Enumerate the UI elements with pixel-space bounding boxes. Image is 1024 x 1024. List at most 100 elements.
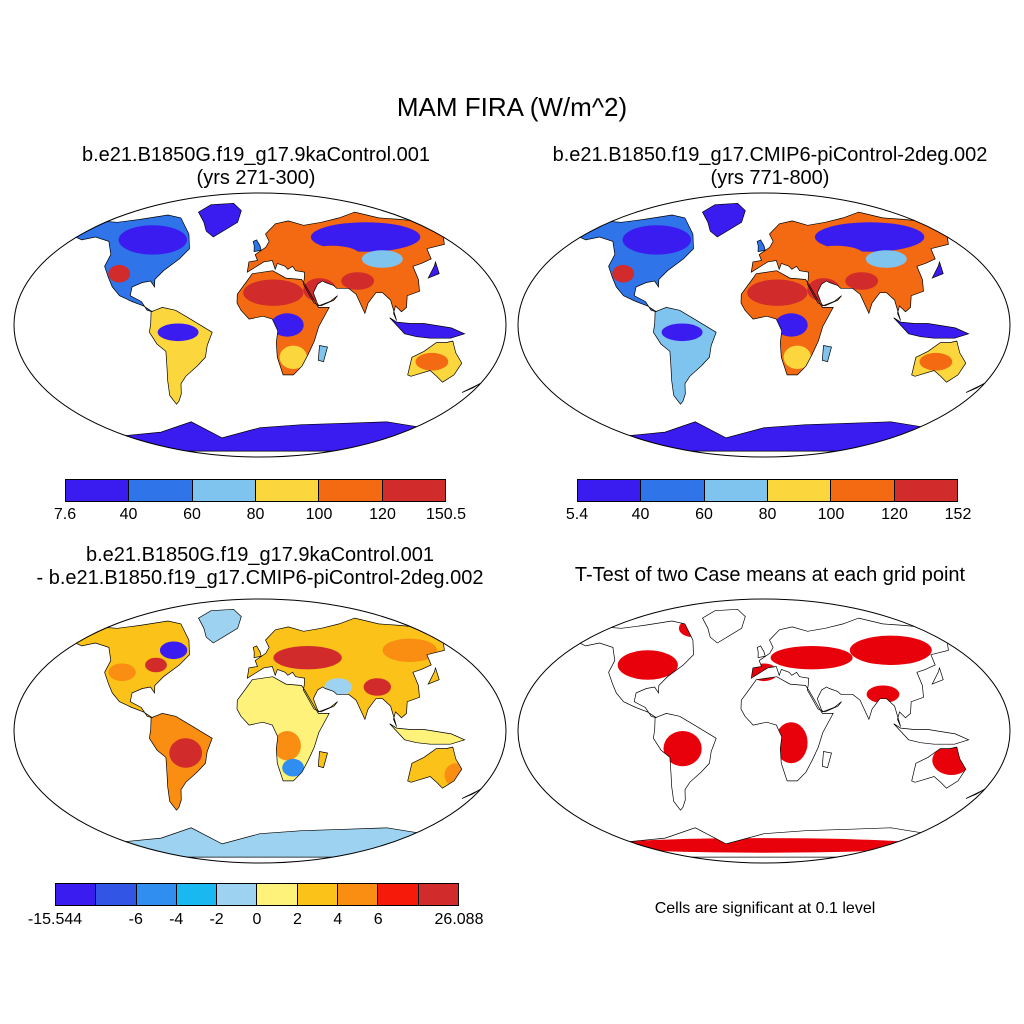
case1-field-patch <box>157 323 199 342</box>
diff-coastline-southAmerica <box>149 713 213 811</box>
case2-field-patch <box>808 245 864 264</box>
case1-coastline-northAmerica <box>74 214 190 313</box>
diff-coastline-australia <box>407 746 463 789</box>
colorbar-case2-tick-label: 152 <box>944 506 972 523</box>
case1-coastline-greenland <box>198 202 242 238</box>
diff-field-patch <box>108 663 136 682</box>
colorbar-case1-segment <box>129 480 193 501</box>
diff-coastline-eurasia <box>246 617 455 727</box>
colorbar-diff-tick-label: -6 <box>128 911 143 928</box>
map-ttest <box>517 598 1011 864</box>
colorbar-diff-segment <box>136 884 177 905</box>
diff-land-madagascar <box>318 751 328 768</box>
case2-field-patch <box>747 279 808 306</box>
colorbar-case1-segment <box>382 480 445 501</box>
case1-field-patch <box>108 264 131 283</box>
case1-field-layer <box>108 222 449 371</box>
case1-coastline-southAmerica <box>149 307 213 405</box>
colorbar-case2-segment <box>641 480 705 501</box>
map-diff <box>13 598 507 864</box>
case1-field-patch <box>310 222 421 252</box>
case2-field-patch <box>783 345 811 369</box>
ttest-field-patch <box>849 635 932 665</box>
diff-field-patch <box>363 678 391 696</box>
case1-coastline-japan <box>427 260 440 279</box>
case2-land-layer <box>578 202 990 452</box>
colorbar-diff-tick-label: 26.088 <box>434 911 484 928</box>
case1-field-patch <box>270 313 304 337</box>
case2-coastline-australia <box>911 340 967 383</box>
ttest-land-madagascar <box>822 751 832 768</box>
colorbar-case2-tick-label: 80 <box>758 506 777 523</box>
case2-land-indonesia <box>893 317 969 339</box>
diff-field-patch <box>273 731 301 761</box>
case1-field-patch <box>341 272 375 290</box>
panel-case2-title-line1: b.e21.B1850.f19_g17.CMIP6-piControl-2deg… <box>552 144 988 166</box>
ttest-land-uk <box>757 645 766 658</box>
diff-coastline-indonesia <box>389 723 466 745</box>
panel-diff-title: b.e21.B1850G.f19_g17.9kaControl.001 - b.… <box>0 544 520 590</box>
figure-title: MAM FIRA (W/m^2) <box>396 92 628 122</box>
panel-case1-title-line1: b.e21.B1850G.f19_g17.9kaControl.001 <box>81 144 431 166</box>
colorbar-diff-tick-label: 0 <box>252 911 262 928</box>
ttest-field-patch <box>866 685 900 704</box>
diff-coastline-northAmerica <box>74 620 190 719</box>
colorbar-diff-segment <box>96 884 137 905</box>
colorbar-diff-segment <box>418 884 458 905</box>
colorbar-diff-tick-label: -4 <box>169 911 184 928</box>
colorbar-case2-segment <box>704 480 768 501</box>
case1-field-patch <box>279 345 307 369</box>
colorbar-diff-segment <box>176 884 218 905</box>
map-case2 <box>517 192 1011 458</box>
ttest-field-patch <box>774 722 808 764</box>
panel-case2-title: b.e21.B1850.f19_g17.CMIP6-piControl-2deg… <box>512 144 1024 190</box>
ttest-field-patch <box>678 619 707 638</box>
diff-coastline-greenland <box>198 608 242 644</box>
colorbar-diff-ticks: -15.544 -6 -4 -2 0 2 4 6 26.088 <box>28 911 484 931</box>
ttest-coastline-uk <box>756 645 766 659</box>
colorbar-case1-segment <box>66 480 130 501</box>
ttest-coastline-indonesia <box>893 723 970 745</box>
colorbar-diff-segment <box>217 884 258 905</box>
ttest-coastline-eurasia <box>750 617 959 727</box>
case1-coastline-africa <box>236 270 330 376</box>
colorbar-case2-tick-label: 40 <box>631 506 650 523</box>
ttest-coastline-greenland <box>702 608 746 644</box>
diff-land-indonesia <box>389 723 465 745</box>
case1-field-patch <box>243 279 304 306</box>
colorbar-diff-tick-label: -2 <box>209 911 224 928</box>
ttest-significance-note: Cells are significant at 0.1 level <box>654 900 876 917</box>
case2-coastline-southAmerica <box>653 307 717 405</box>
ttest-coastline-australia <box>911 746 967 789</box>
case2-field-layer <box>612 222 953 371</box>
ttest-coastline-madagascar <box>821 751 832 769</box>
ttest-map-border <box>517 598 1011 864</box>
colorbar-case2-segment <box>578 480 642 501</box>
case1-land-madagascar <box>318 345 328 362</box>
colorbar-diff-tick-label: 4 <box>333 911 343 928</box>
case1-land-indonesia <box>389 317 465 339</box>
case2-coastline-northAmerica <box>578 214 694 313</box>
diff-field-patch <box>324 678 352 696</box>
ttest-field-patch <box>663 731 702 767</box>
case1-land-southAmerica <box>149 307 213 405</box>
case2-field-patch <box>622 225 691 255</box>
case1-coastline-indonesia <box>389 317 466 339</box>
panel-case1-title: b.e21.B1850G.f19_g17.9kaControl.001 (yrs… <box>12 144 500 190</box>
case2-land-southAmerica <box>653 307 717 405</box>
ttest-field-patch <box>600 838 928 853</box>
colorbar-case1-segment <box>192 480 256 501</box>
ttest-coastline-africa <box>740 676 834 782</box>
case2-coastline-eurasia <box>750 211 959 321</box>
case1-field-patch <box>415 352 449 371</box>
case2-field-patch <box>865 250 907 268</box>
colorbar-case1-tick-label: 40 <box>119 506 138 523</box>
case1-field-patch <box>118 225 187 255</box>
case1-field-patch <box>304 245 360 264</box>
colorbar-case2-tick-label: 100 <box>817 506 845 523</box>
case2-coastline-madagascar <box>821 345 832 363</box>
ttest-coastline-southAmerica <box>653 713 717 811</box>
diff-coastline-uk <box>252 645 262 659</box>
case1-land-uk <box>253 239 262 252</box>
colorbar-case1-tick-label: 150.5 <box>425 506 467 523</box>
